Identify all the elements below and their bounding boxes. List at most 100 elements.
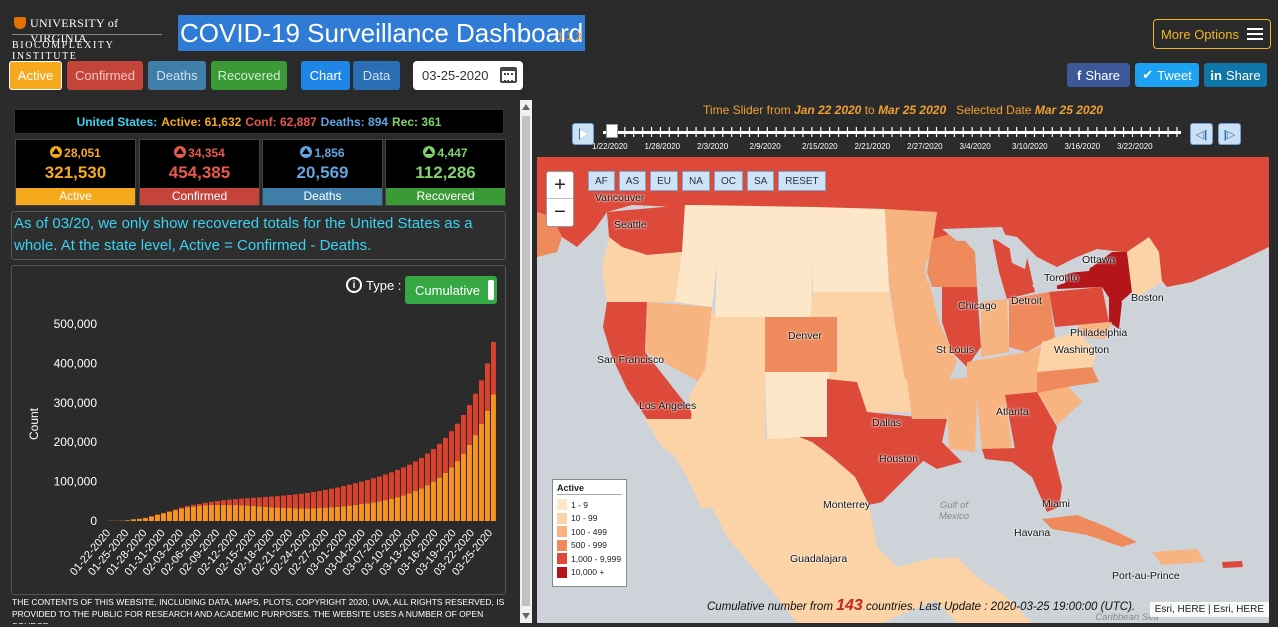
region-button-af[interactable]: AF — [588, 171, 615, 191]
cumulative-toggle[interactable]: Cumulative — [405, 276, 497, 304]
data-view-button[interactable]: Data — [353, 61, 400, 90]
zoom-out-button[interactable]: − — [554, 201, 566, 223]
stat-total: 20,569 — [296, 163, 349, 182]
bar-confirmed — [209, 501, 214, 506]
bar-confirmed — [419, 457, 424, 489]
step-forward-button[interactable]: |▷ — [1218, 123, 1241, 145]
bar-active — [167, 511, 172, 521]
bar-active — [431, 481, 436, 521]
deaths-button[interactable]: Deaths — [148, 61, 206, 90]
city-label: Philadelphia — [1070, 327, 1128, 339]
step-back-button[interactable]: ◁| — [1190, 123, 1213, 145]
y-tick-label: 0 — [90, 514, 97, 528]
zoom-in-button[interactable]: + — [547, 172, 573, 199]
more-options-button[interactable]: More Options — [1153, 19, 1271, 49]
bar-active — [173, 510, 178, 521]
stat-card-active[interactable]: 28,051 321,530 Active — [15, 139, 136, 206]
date-input[interactable]: 03-25-2020 — [413, 61, 523, 90]
bar-confirmed — [239, 498, 244, 506]
chart-panel: Count 0 100,000 200,000 300,000 400,000 500,00… — [11, 265, 506, 595]
bar-confirmed — [329, 488, 334, 508]
slider-tick-labels: 1/22/2020 1/28/2020 2/3/2020 2/9/2020 2/15/2… — [590, 142, 1190, 154]
bar-active — [203, 505, 208, 521]
slider-to: Mar 25 2020 — [878, 103, 947, 117]
chart-view-button[interactable]: Chart — [301, 61, 350, 90]
info-icon[interactable]: i — [346, 277, 362, 293]
slider-tick-label: 2/15/2020 — [802, 142, 838, 151]
city-label: Monterrey — [823, 499, 871, 511]
bar-active — [371, 502, 376, 521]
stat-card-confirmed[interactable]: 34,354 454,385 Confirmed — [139, 139, 260, 206]
bar-active — [197, 506, 202, 521]
arizona-state — [689, 369, 765, 442]
slider-handle[interactable] — [606, 124, 618, 138]
play-icon — [579, 128, 588, 140]
slider-tick-label: 3/4/2020 — [959, 142, 991, 151]
region-button-eu[interactable]: EU — [650, 171, 679, 191]
arrow-up-icon — [174, 146, 187, 158]
calendar-icon[interactable] — [500, 67, 517, 83]
confirmed-button[interactable]: Confirmed — [67, 61, 143, 90]
time-slider-track[interactable] — [603, 124, 1181, 140]
bar-active — [389, 498, 394, 521]
date-value: 03-25-2020 — [422, 68, 489, 83]
uva-logo[interactable]: UNIVERSITY of VIRGINIA BIOCOMPLEXITY INS… — [12, 14, 164, 62]
slider-tick-label: 3/22/2020 — [1117, 142, 1153, 151]
slider-tick-label: 3/16/2020 — [1064, 142, 1101, 151]
puerto-rico — [1222, 561, 1243, 568]
georgia-state — [1005, 392, 1057, 449]
linkedin-share-button[interactable]: in Share — [1204, 63, 1267, 87]
map-attribution[interactable]: Esri, HERE | Esri, HERE — [1149, 602, 1269, 617]
twitter-tweet-button[interactable]: ✔ Tweet — [1135, 63, 1199, 87]
type-row: i Type : — [346, 277, 401, 293]
bar-confirmed — [233, 499, 238, 506]
y-tick-label: 400,000 — [54, 356, 98, 370]
stat-card-deaths[interactable]: 1,856 20,569 Deaths — [262, 139, 383, 206]
oregon-state — [602, 237, 682, 302]
facebook-share-button[interactable]: f Share — [1067, 63, 1130, 87]
play-button[interactable] — [572, 123, 594, 145]
region-button-reset[interactable]: RESET — [778, 171, 826, 191]
scroll-up-icon[interactable] — [522, 104, 530, 110]
step-back-icon: ◁| — [1195, 128, 1208, 141]
selected-date-label: Selected Date — [956, 103, 1032, 117]
bar-active — [191, 506, 196, 521]
bar-confirmed — [257, 497, 262, 507]
recovered-note: As of 03/20, we only show recovered tota… — [11, 211, 506, 260]
bar-active — [287, 507, 292, 521]
nevada-state — [645, 302, 712, 385]
summary-active: Active: 61,632 — [161, 114, 242, 129]
stat-total: 112,286 — [415, 163, 476, 182]
legend-label: 500 - 999 — [571, 540, 607, 551]
stat-label: Confirmed — [140, 188, 259, 205]
north-carolina-state — [1037, 367, 1099, 393]
bar-confirmed — [437, 443, 442, 478]
north-dakota-state — [813, 207, 887, 249]
bar-active — [341, 506, 346, 521]
scrollbar-thumb[interactable] — [522, 116, 530, 606]
stat-delta: 34,354 — [188, 146, 225, 160]
central-america — [917, 557, 1032, 623]
type-label: Type : — [366, 277, 402, 293]
bar-active — [221, 504, 226, 521]
choropleth-map[interactable] — [537, 157, 1269, 623]
bar-confirmed — [227, 499, 232, 505]
y-tick-label: 500,000 — [54, 317, 98, 331]
stat-card-recovered[interactable]: 4,447 112,286 Recovered — [385, 139, 506, 206]
left-panel-scrollbar[interactable] — [520, 100, 532, 623]
bar-confirmed — [377, 476, 382, 502]
y-tick-label: 200,000 — [54, 435, 98, 449]
lake-erie — [1032, 275, 1067, 292]
region-button-as[interactable]: AS — [618, 171, 647, 191]
bar-active — [317, 507, 322, 521]
region-button-oc[interactable]: OC — [713, 171, 743, 191]
bar-active — [245, 505, 250, 521]
new-mexico-state — [765, 372, 829, 439]
recovered-button[interactable]: Recovered — [211, 61, 287, 90]
scroll-down-icon[interactable] — [522, 613, 530, 619]
bar-confirmed — [413, 461, 418, 492]
map-view[interactable]: + − AF AS EU NA OC SA RESET Vancouver Se… — [537, 157, 1269, 623]
region-button-sa[interactable]: SA — [746, 171, 775, 191]
region-button-na[interactable]: NA — [682, 171, 710, 191]
active-button[interactable]: Active — [9, 61, 62, 90]
